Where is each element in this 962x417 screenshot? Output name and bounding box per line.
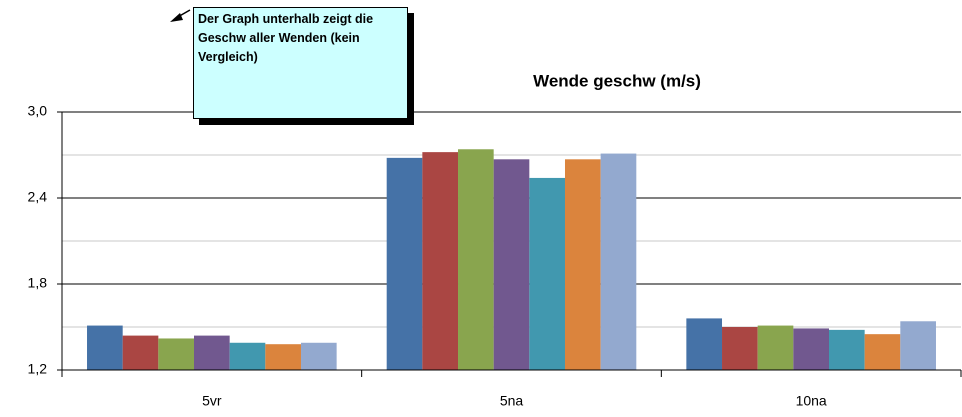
x-tick-label: 5na — [500, 393, 524, 409]
bar — [122, 335, 159, 370]
y-tick-label: 1,8 — [28, 275, 48, 291]
bar — [493, 159, 530, 370]
bar — [194, 335, 230, 370]
bar — [265, 344, 301, 370]
bar — [564, 159, 601, 370]
bar — [757, 325, 794, 370]
bar — [422, 152, 459, 370]
y-tick-label: 2,4 — [28, 189, 48, 205]
bar — [158, 338, 195, 370]
bar — [87, 325, 123, 370]
arrow-head — [170, 13, 183, 22]
bar — [686, 318, 723, 370]
annotation: Der Graph unterhalb zeigt die Geschw all… — [193, 7, 408, 119]
bar — [386, 157, 423, 370]
bar — [900, 321, 936, 370]
bar — [600, 153, 637, 370]
x-tick-label: 10na — [796, 393, 827, 409]
y-tick-label: 3,0 — [28, 103, 48, 119]
bar — [793, 328, 829, 370]
chart-title: Wende geschw (m/s) — [533, 71, 701, 90]
x-tick-label: 5vr — [202, 393, 222, 409]
bar — [828, 329, 865, 370]
bar — [864, 334, 901, 370]
bar — [529, 177, 565, 370]
bar — [722, 327, 758, 370]
bar — [458, 149, 494, 370]
bar — [300, 342, 337, 370]
bar — [229, 342, 266, 370]
y-tick-label: 1,2 — [28, 361, 48, 377]
